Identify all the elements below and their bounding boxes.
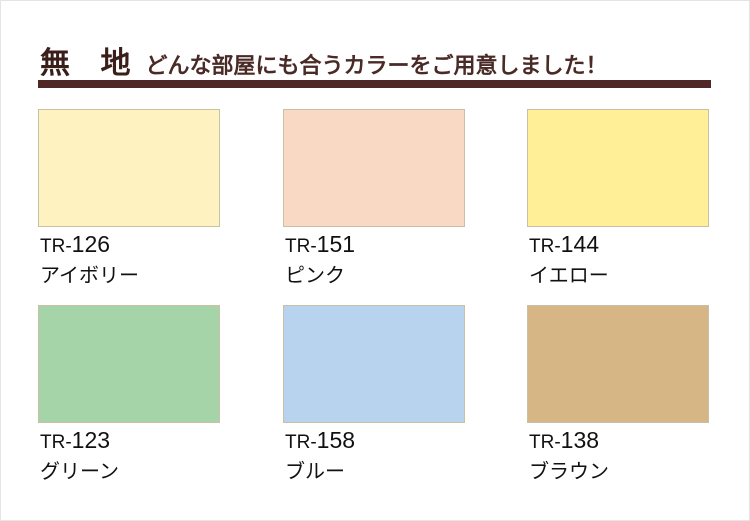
code-prefix: TR-	[285, 236, 317, 257]
code-number: 144	[560, 231, 600, 257]
color-code: TR-123	[40, 427, 110, 454]
color-name: ピンク	[285, 263, 345, 287]
color-code: TR-126	[40, 231, 110, 258]
color-swatch	[38, 109, 220, 227]
color-name: アイボリー	[40, 263, 139, 287]
code-prefix: TR-	[529, 432, 561, 453]
color-swatch	[38, 305, 220, 423]
code-prefix: TR-	[40, 432, 72, 453]
color-code: TR-144	[529, 231, 599, 258]
code-number: 126	[71, 231, 111, 257]
color-code: TR-138	[529, 427, 599, 454]
code-number: 123	[71, 427, 111, 453]
title-main: 無 地	[40, 46, 141, 81]
code-prefix: TR-	[529, 236, 561, 257]
color-name: イエロー	[529, 263, 609, 287]
color-swatch	[527, 305, 709, 423]
code-prefix: TR-	[285, 432, 317, 453]
color-swatch	[283, 305, 465, 423]
color-swatch	[283, 109, 465, 227]
code-number: 158	[316, 427, 356, 453]
color-name: ブルー	[285, 459, 345, 483]
color-code: TR-151	[285, 231, 355, 258]
color-code: TR-158	[285, 427, 355, 454]
color-swatch	[527, 109, 709, 227]
title-subtitle: どんな部屋にも合うカラーをご用意しました！	[145, 54, 608, 79]
title-divider	[38, 80, 711, 88]
color-name: ブラウン	[529, 459, 609, 483]
code-number: 138	[560, 427, 600, 453]
code-number: 151	[316, 231, 356, 257]
color-name: グリーン	[40, 459, 119, 483]
page-title: 無 地 どんな部屋にも合うカラーをご用意しました！	[40, 38, 608, 82]
code-prefix: TR-	[40, 236, 72, 257]
